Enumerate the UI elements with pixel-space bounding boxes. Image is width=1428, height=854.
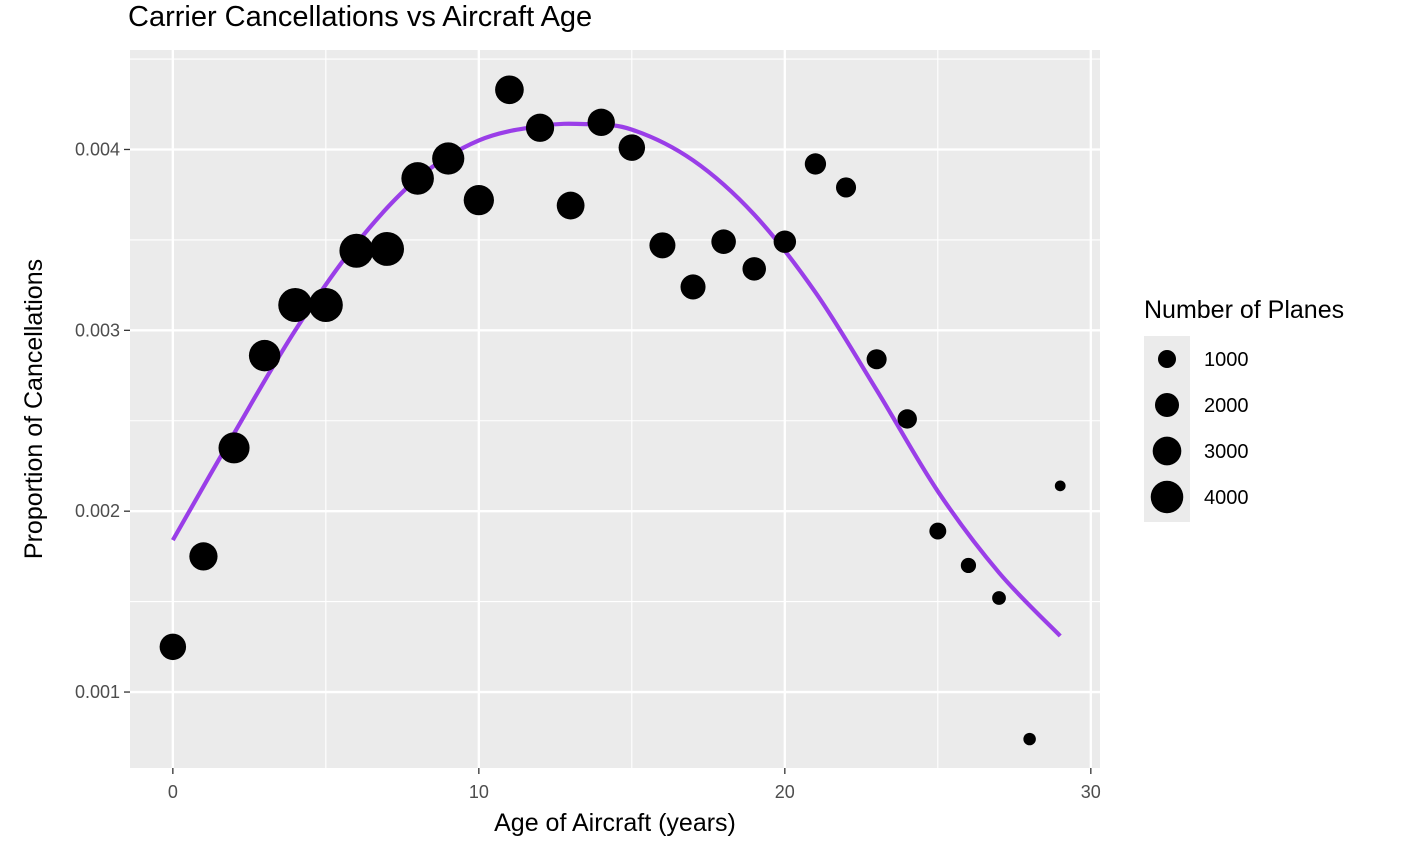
x-axis: 0 10 20 30 <box>168 768 1101 802</box>
data-point <box>897 409 917 429</box>
points-layer <box>159 75 1066 746</box>
y-axis: 0.001 0.002 0.003 0.004 <box>75 139 130 702</box>
y-tick-label: 0.002 <box>75 501 120 521</box>
legend-symbol <box>1152 436 1182 466</box>
data-point <box>618 134 646 161</box>
legend-title: Number of Planes <box>1144 296 1344 324</box>
x-tick-label: 0 <box>168 782 178 802</box>
y-axis-title: Proportion of Cancellations <box>20 259 48 559</box>
data-point <box>929 522 947 540</box>
data-point <box>248 339 281 372</box>
x-tick-label: 30 <box>1081 782 1101 802</box>
data-point <box>218 432 250 464</box>
x-tick-label: 20 <box>775 782 795 802</box>
data-point <box>742 257 766 281</box>
data-point <box>649 232 676 259</box>
y-tick-label: 0.004 <box>75 139 120 159</box>
legend-label: 3000 <box>1204 441 1249 463</box>
minor-gridlines <box>130 50 1100 768</box>
data-point <box>556 191 585 220</box>
data-point <box>159 633 187 661</box>
data-point <box>680 274 706 300</box>
data-point <box>189 542 218 571</box>
legend-label: 1000 <box>1204 349 1249 371</box>
legend-label: 2000 <box>1204 395 1249 417</box>
x-tick-label: 10 <box>469 782 489 802</box>
x-axis-title: Age of Aircraft (years) <box>494 809 736 837</box>
legend-symbol <box>1154 392 1180 418</box>
legend-symbol <box>1150 480 1184 514</box>
major-gridlines <box>130 50 1100 768</box>
data-point <box>278 288 313 322</box>
chart-title: Carrier Cancellations vs Aircraft Age <box>128 1 592 33</box>
data-point <box>339 233 374 268</box>
y-tick-label: 0.003 <box>75 320 120 340</box>
data-point <box>463 184 494 216</box>
y-tick-label: 0.001 <box>75 682 120 702</box>
data-point <box>711 229 736 254</box>
data-point <box>495 75 524 105</box>
data-point <box>525 113 555 142</box>
data-point <box>1054 480 1066 492</box>
legend-symbol <box>1157 349 1177 369</box>
data-point <box>960 557 977 574</box>
plot-panel <box>130 50 1100 768</box>
data-point <box>804 153 827 175</box>
data-point <box>432 142 465 175</box>
data-point <box>992 591 1006 605</box>
legend-label: 4000 <box>1204 487 1249 509</box>
data-point <box>370 231 405 266</box>
data-point <box>401 162 434 195</box>
data-point <box>866 349 887 370</box>
data-point <box>308 288 343 322</box>
legend-entries: 1000 2000 3000 4000 <box>1150 349 1249 514</box>
data-point <box>587 108 615 137</box>
data-point <box>1023 732 1036 746</box>
data-point <box>773 230 797 253</box>
legend: Number of Planes 1000 2000 3000 4000 <box>1144 296 1344 522</box>
data-point <box>835 177 857 198</box>
